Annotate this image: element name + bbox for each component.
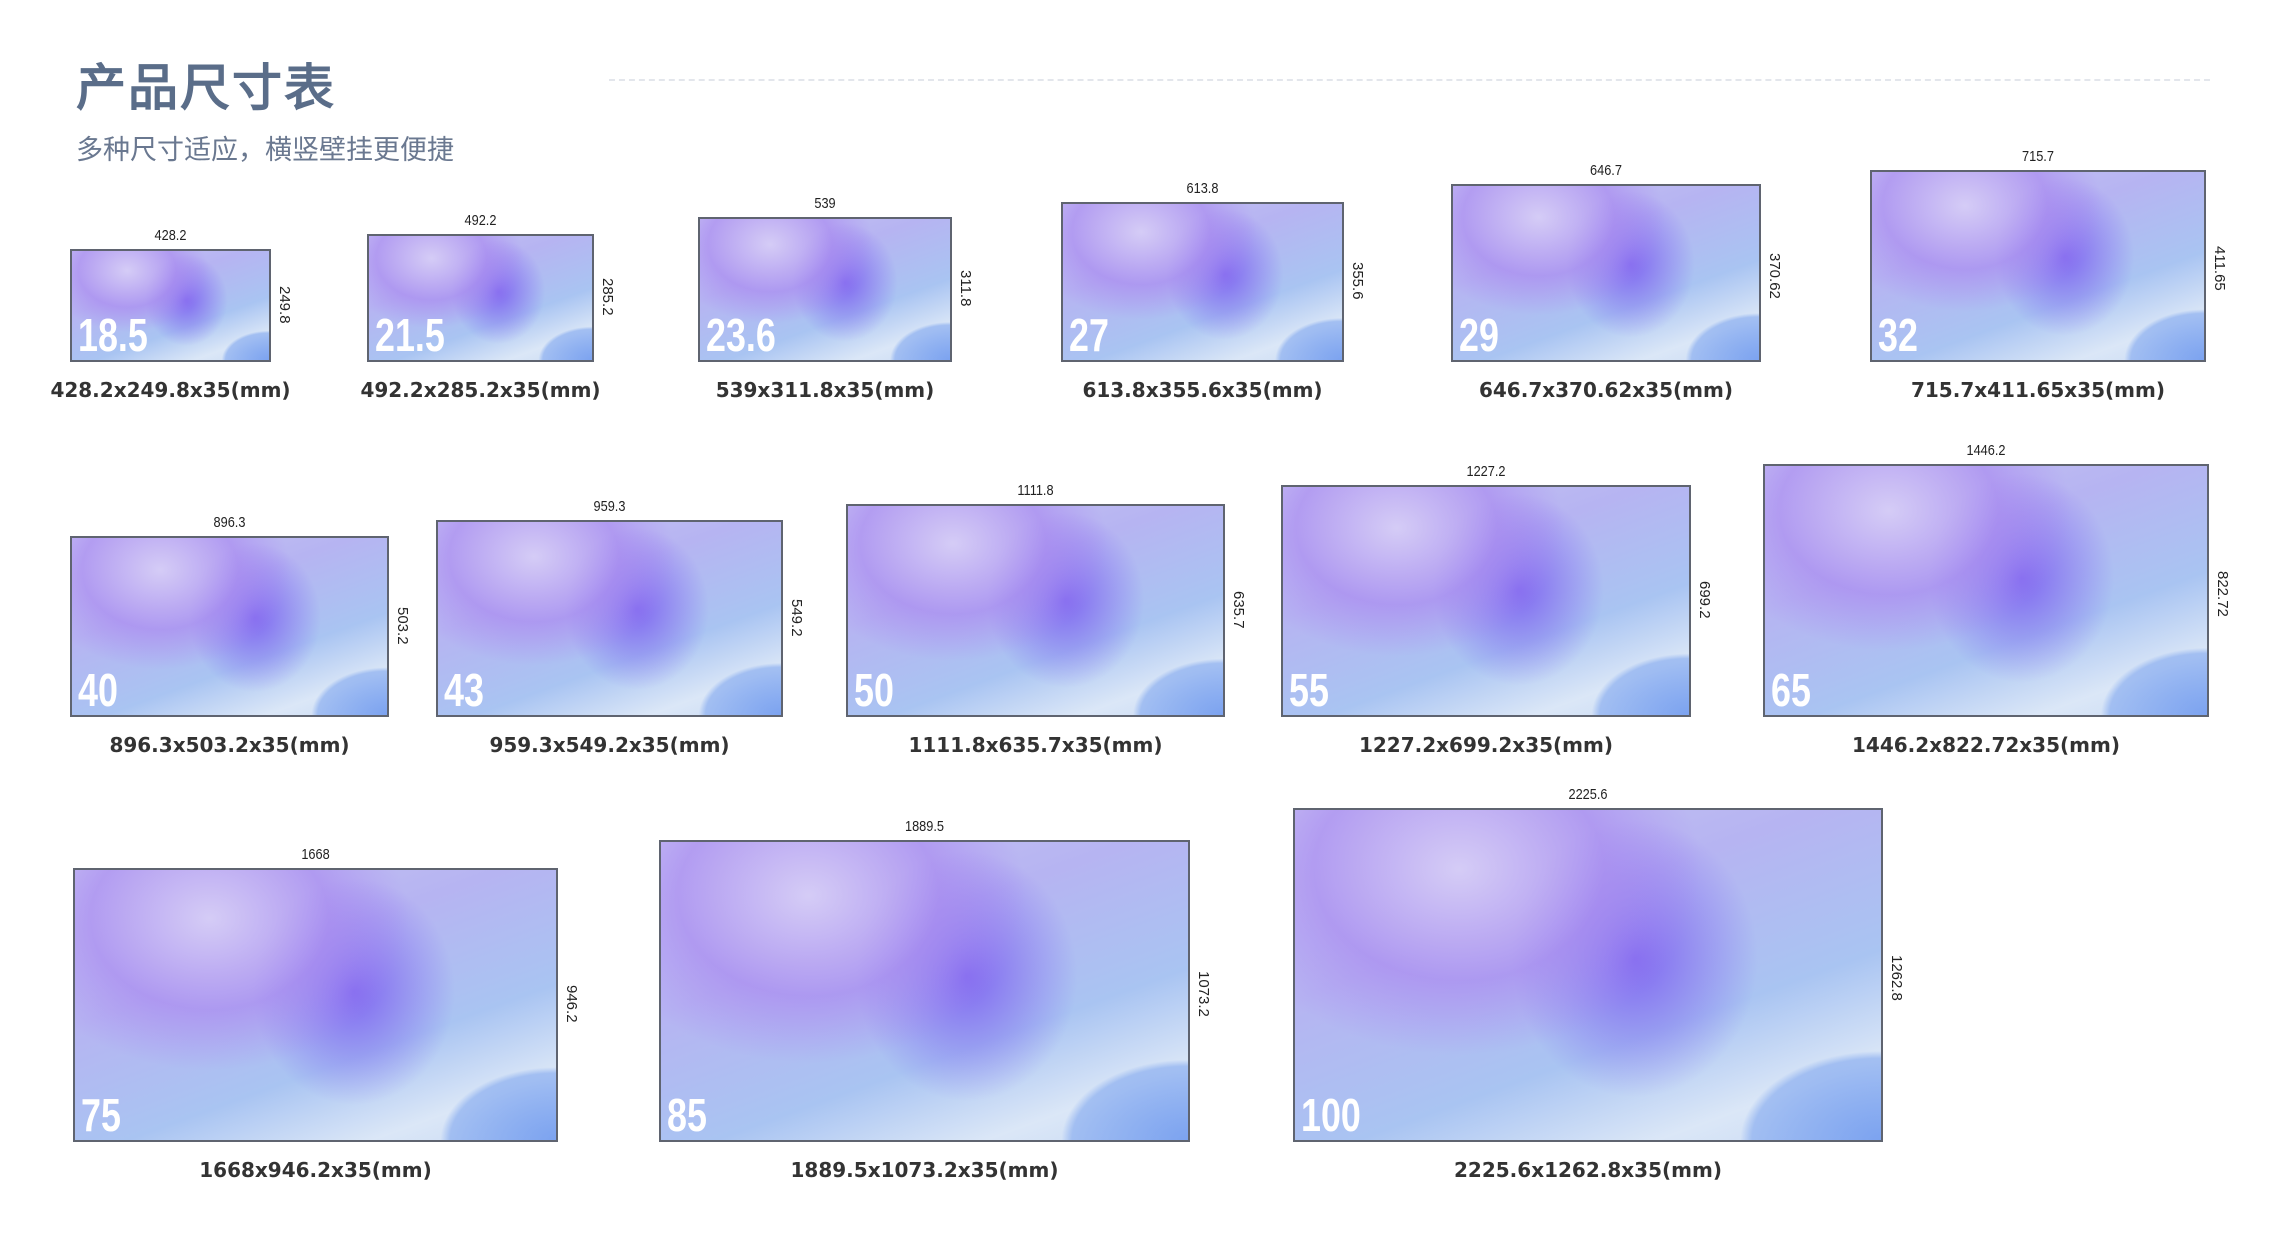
screen-preview: 29 [1451, 184, 1761, 362]
dimension-caption: 1111.8x635.7x35(mm) [908, 733, 1163, 757]
height-dimension: 699.2 [1696, 581, 1713, 619]
screen-preview: 23.6 [698, 217, 952, 362]
screen-size-label: 50 [854, 664, 894, 716]
width-dimension: 428.2 [154, 227, 187, 244]
screen-size-label: 75 [81, 1089, 121, 1141]
width-dimension: 715.7 [2022, 148, 2054, 165]
screen-preview: 40 [70, 536, 389, 717]
dimension-caption: 1227.2x699.2x35(mm) [1358, 733, 1614, 757]
dimension-caption: 2225.6x1262.8x35(mm) [1454, 1158, 1722, 1182]
height-dimension: 370.62 [1766, 253, 1783, 299]
dimension-caption: 428.2x249.8x35(mm) [50, 378, 291, 402]
screen-size-label: 32 [1878, 309, 1918, 361]
header-divider [609, 79, 2210, 81]
dimension-caption: 959.3x549.2x35(mm) [489, 733, 730, 757]
height-dimension: 249.8 [276, 285, 293, 324]
screen-size-label: 29 [1459, 309, 1499, 361]
height-dimension: 549.2 [788, 598, 805, 637]
screen-preview: 55 [1281, 485, 1691, 717]
screen-size-label: 55 [1289, 664, 1329, 716]
screen-preview: 21.5 [367, 234, 594, 362]
screen-size-label: 27 [1069, 309, 1109, 361]
height-dimension: 946.2 [563, 985, 580, 1023]
width-dimension: 1446.2 [1966, 442, 2006, 459]
screen-size-label: 65 [1771, 664, 1811, 716]
screen-preview: 75 [73, 868, 558, 1142]
screen-size-label: 21.5 [375, 309, 445, 361]
screen-size-label: 23.6 [706, 309, 776, 361]
height-dimension: 311.8 [957, 269, 974, 306]
width-dimension: 1889.5 [904, 818, 944, 835]
width-dimension: 1227.2 [1466, 463, 1506, 480]
dimension-caption: 715.7x411.65x35(mm) [1910, 378, 2166, 402]
width-dimension: 1668 [301, 846, 330, 863]
height-dimension: 1262.8 [1888, 955, 1905, 1001]
screen-preview: 85 [659, 840, 1190, 1142]
dimension-caption: 646.7x370.62x35(mm) [1478, 378, 1734, 402]
screen-size-label: 40 [78, 664, 118, 716]
width-dimension: 1111.8 [1017, 482, 1054, 499]
dimension-caption: 492.2x285.2x35(mm) [360, 378, 601, 402]
height-dimension: 355.6 [1349, 262, 1366, 300]
height-dimension: 822.72 [2214, 570, 2231, 617]
screen-preview: 43 [436, 520, 783, 717]
width-dimension: 2225.6 [1568, 786, 1608, 803]
height-dimension: 635.7 [1230, 590, 1247, 629]
height-dimension: 1073.2 [1195, 971, 1212, 1017]
dimension-caption: 1889.5x1073.2x35(mm) [790, 1158, 1059, 1182]
dimension-caption: 539x311.8x35(mm) [715, 378, 935, 402]
width-dimension: 646.7 [1590, 162, 1622, 179]
screen-preview: 27 [1061, 202, 1344, 362]
screen-preview: 32 [1870, 170, 2206, 362]
screen-size-label: 100 [1301, 1089, 1361, 1141]
screen-preview: 65 [1763, 464, 2209, 717]
width-dimension: 539 [814, 195, 836, 212]
height-dimension: 411.65 [2211, 246, 2228, 291]
dimension-caption: 1668x946.2x35(mm) [199, 1158, 432, 1182]
width-dimension: 613.8 [1186, 180, 1219, 197]
page-title: 产品尺寸表 [76, 59, 336, 117]
screen-size-label: 18.5 [78, 309, 148, 361]
width-dimension: 492.2 [464, 212, 497, 229]
dimension-caption: 613.8x355.6x35(mm) [1082, 378, 1323, 402]
screen-preview: 50 [846, 504, 1225, 717]
screen-size-label: 43 [444, 664, 484, 716]
dimension-caption: 1446.2x822.72x35(mm) [1852, 733, 2120, 757]
width-dimension: 896.3 [213, 514, 246, 531]
height-dimension: 503.2 [394, 606, 411, 645]
dimension-caption: 896.3x503.2x35(mm) [109, 733, 350, 757]
width-dimension: 959.3 [593, 498, 626, 515]
screen-preview: 100 [1293, 808, 1883, 1142]
height-dimension: 285.2 [599, 278, 616, 316]
screen-preview: 18.5 [70, 249, 271, 362]
screen-size-label: 85 [667, 1089, 707, 1141]
page-subtitle: 多种尺寸适应，横竖壁挂更便捷 [76, 135, 454, 166]
